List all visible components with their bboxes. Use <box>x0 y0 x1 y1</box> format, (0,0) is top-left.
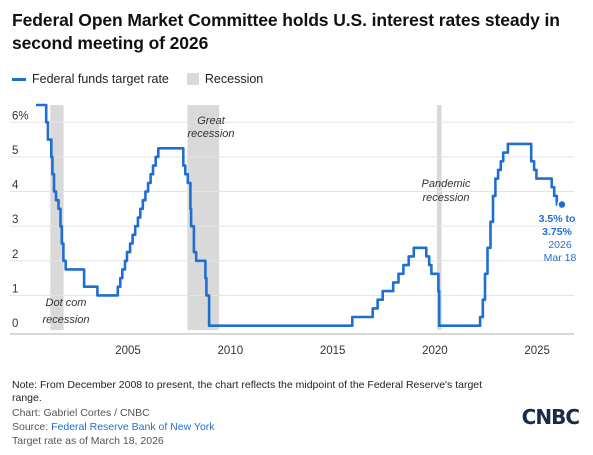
endpoint-marker <box>557 199 567 210</box>
chart-credit: Chart: Gabriel Cortes / CNBC <box>12 407 150 419</box>
annotation-pandemic-line2: recession <box>422 192 469 204</box>
annotation-dotcom-line2: recession <box>42 314 89 326</box>
x-tick-label-2010: 2010 <box>218 345 244 357</box>
x-tick-label-2005: 2005 <box>115 345 141 357</box>
y-axis-ticks: 0 1 2 3 4 5 6% <box>12 110 29 330</box>
gridlines <box>10 121 574 296</box>
x-tick-label-2020: 2020 <box>422 345 448 357</box>
legend-series-label: Federal funds target rate <box>32 72 169 86</box>
source-line: Source: Federal Reserve Bank of New York <box>12 421 215 434</box>
annotation-dotcom-line1: Dot com <box>46 297 87 309</box>
endpoint-label-line3: 2026 <box>548 239 572 251</box>
x-tick-label-2015: 2015 <box>320 345 346 357</box>
y-tick-label-5: 5 <box>12 145 18 157</box>
legend-line-swatch <box>12 77 26 81</box>
y-tick-label-4: 4 <box>12 180 19 192</box>
endpoint-label-line2: 3.75% <box>542 226 572 238</box>
annotation-pandemic-line1: Pandemic <box>422 178 471 190</box>
x-tick-label-2025: 2025 <box>524 345 550 357</box>
recession-band-3 <box>436 105 442 330</box>
y-tick-label-6: 6% <box>12 110 29 122</box>
y-tick-label-2: 2 <box>12 249 18 261</box>
y-tick-label-3: 3 <box>12 214 18 226</box>
cnbc-logo: CNBC <box>521 405 580 429</box>
footnote: Note: From December 2008 to present, the… <box>12 379 483 404</box>
recession-bands <box>50 105 442 330</box>
recession-band-2 <box>187 105 220 330</box>
annotation-great-line1: Great <box>197 115 225 127</box>
y-tick-label-0: 0 <box>12 318 18 330</box>
legend: Federal funds target rate Recession <box>12 72 263 86</box>
source-link[interactable]: Federal Reserve Bank of New York <box>51 421 215 433</box>
legend-recession-swatch <box>186 73 199 85</box>
legend-recession-label: Recession <box>204 72 264 86</box>
annotation-great-line2: recession <box>187 128 234 140</box>
endpoint-label-line1: 3.5% to <box>539 213 576 225</box>
chart-title: Federal Open Market Committee holds U.S.… <box>12 10 560 53</box>
target-rate-note: Target rate as of March 18, 2026 <box>12 435 164 447</box>
endpoint-label-line4: Mar 18 <box>544 252 577 264</box>
source-prefix: Source: <box>12 421 52 433</box>
x-axis-ticks: 2005 2010 2015 2020 2025 <box>115 345 550 357</box>
y-tick-label-1: 1 <box>12 283 18 295</box>
series-line-fed-funds-rate <box>36 103 562 327</box>
